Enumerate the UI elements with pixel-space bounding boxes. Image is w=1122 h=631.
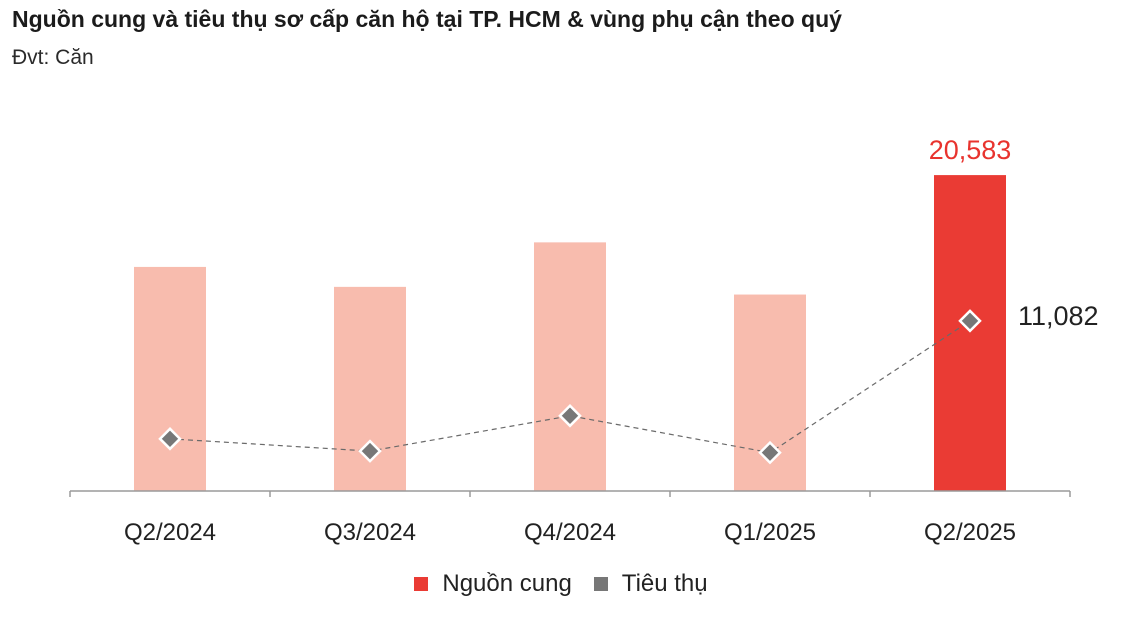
x-tick-label: Q4/2024: [524, 519, 616, 546]
sales-point-Q3/2024: [358, 439, 382, 463]
bar-Q4/2024: [534, 242, 606, 491]
x-tick-label: Q2/2024: [124, 519, 216, 546]
legend-item-sales: Tiêu thụ: [593, 570, 708, 598]
x-tick-label: Q2/2025: [924, 519, 1016, 546]
x-tick-label: Q1/2025: [724, 519, 816, 546]
bar-Q2/2024: [134, 266, 206, 491]
legend: Nguồn cung Tiêu thụ: [0, 570, 1122, 598]
data-label-sales: 11,082: [1018, 301, 1099, 331]
legend-label-supply: Nguồn cung: [442, 570, 572, 597]
sales-line: [169, 320, 971, 454]
legend-label-sales: Tiêu thụ: [621, 570, 708, 597]
sales-point-Q4/2024: [558, 404, 582, 428]
x-tick-label: Q3/2024: [324, 519, 416, 546]
legend-swatch-sales: [593, 577, 608, 591]
sales-point-Q2/2024: [158, 427, 182, 451]
sales-point-Q1/2025: [758, 440, 782, 465]
sales-point-Q2/2025: [958, 309, 982, 333]
bar-Q2/2025: [934, 175, 1006, 491]
data-label-supply: 20,583: [929, 135, 1012, 165]
chart-title: Nguồn cung và tiêu thụ sơ cấp căn hộ tại…: [12, 6, 842, 32]
legend-item-supply: Nguồn cung: [414, 570, 572, 598]
legend-swatch-supply: [414, 577, 429, 591]
unit-label: Đvt: Căn: [12, 46, 94, 69]
